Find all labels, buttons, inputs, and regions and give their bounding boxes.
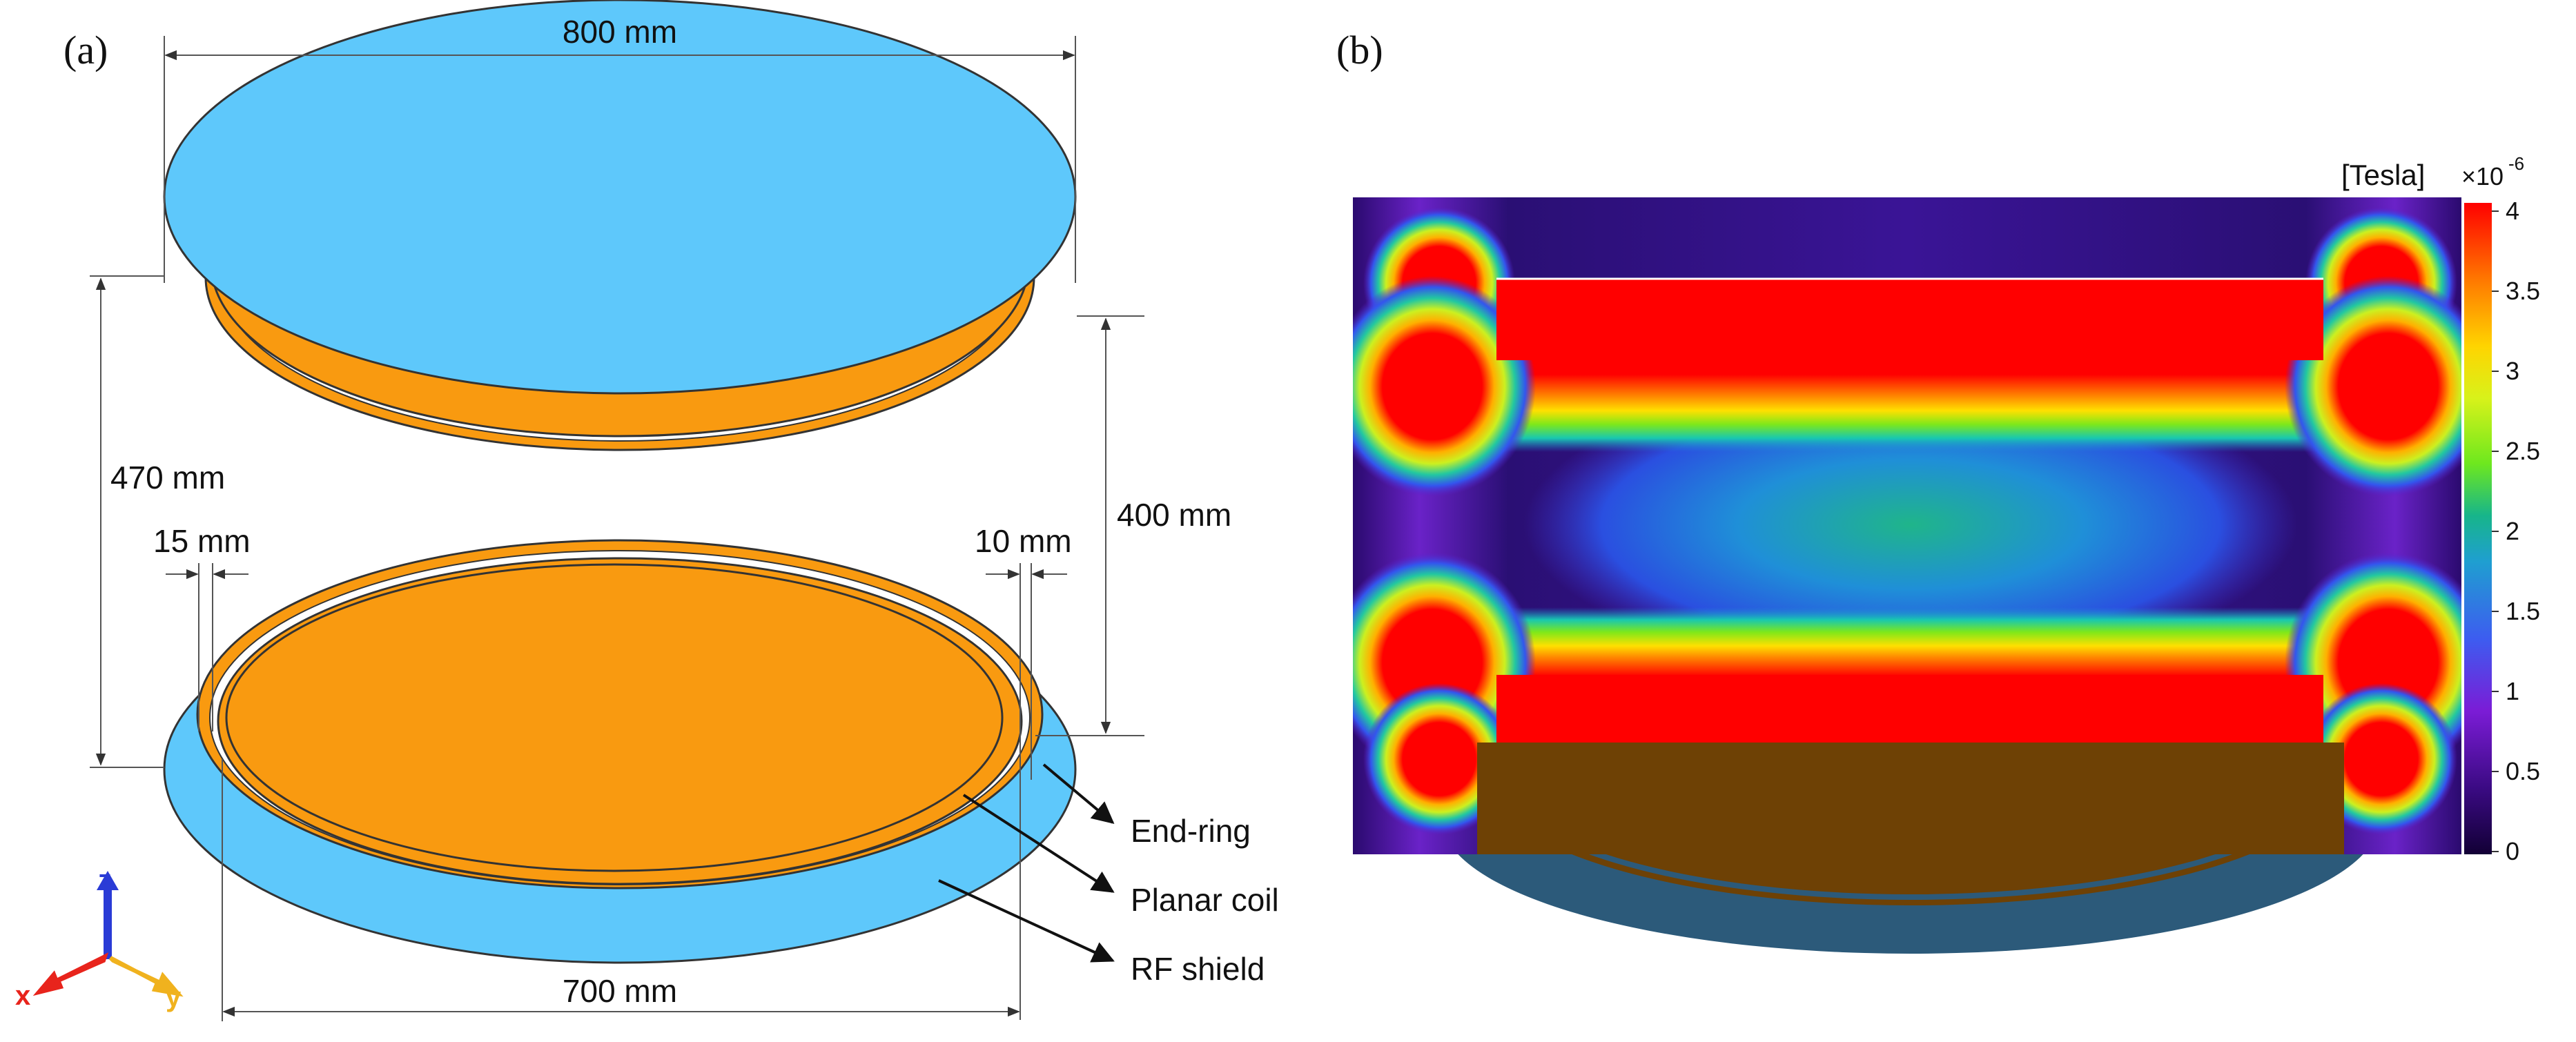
colorbar-tick-label: 3 <box>2506 357 2519 385</box>
height-470-label: 470 mm <box>110 460 225 495</box>
dimension-lines <box>90 36 1144 1021</box>
z-axis-label: z <box>98 865 112 895</box>
diameter-700-label: 700 mm <box>563 973 677 1009</box>
colorbar-tick-label: 2.5 <box>2506 437 2540 465</box>
colorbar-tick-label: 1 <box>2506 677 2519 705</box>
y-axis-label: y <box>166 982 182 1012</box>
end-ring-label: End-ring <box>1131 813 1251 849</box>
planar-coil-label: Planar coil <box>1131 882 1279 918</box>
top-assembly <box>163 0 1077 451</box>
y-axis-arrow <box>108 956 184 997</box>
top-rf-shield <box>163 0 1077 395</box>
height-400-label: 400 mm <box>1117 497 1231 533</box>
colorbar-exponent: -6 <box>2508 153 2524 174</box>
colorbar-multiplier: ×10 <box>2461 162 2504 190</box>
colorbar-ticks: 4 3.5 3 2.5 2 1.5 1 0.5 0 <box>2492 197 2540 865</box>
x-axis-label: x <box>15 981 30 1011</box>
field-map <box>1353 197 2461 854</box>
colorbar: 4 3.5 3 2.5 2 1.5 1 0.5 0 [Tesla] ×10 -6 <box>2341 153 2540 865</box>
colorbar-tick-label: 0.5 <box>2506 757 2540 785</box>
axis-triad: z x y <box>15 865 184 1012</box>
panel-a-label: (a) <box>64 28 108 72</box>
colorbar-unit: [Tesla] <box>2341 159 2425 191</box>
callout-arrows <box>938 763 1115 963</box>
bottom-planar-coil <box>225 563 1004 872</box>
colorbar-gradient <box>2464 203 2492 854</box>
diameter-800-label: 800 mm <box>563 14 677 50</box>
bottom-assembly <box>163 539 1077 964</box>
panel-b: (b) 4 3.5 3 2.5 2 1.5 1 0.5 0 <box>1336 28 2540 954</box>
colorbar-tick-label: 0 <box>2506 837 2519 865</box>
gap-15-label: 15 mm <box>153 523 251 559</box>
colorbar-tick-label: 2 <box>2506 517 2519 545</box>
panel-a: (a) <box>15 0 1279 1021</box>
rf-shield-label: RF shield <box>1131 951 1265 987</box>
colorbar-tick-label: 4 <box>2506 197 2519 225</box>
colorbar-tick-label: 3.5 <box>2506 277 2540 305</box>
colorbar-tick-label: 1.5 <box>2506 597 2540 625</box>
x-axis-arrow <box>32 952 109 996</box>
z-axis-arrow <box>97 871 119 959</box>
gap-10-label: 10 mm <box>975 523 1072 559</box>
panel-b-label: (b) <box>1336 28 1383 72</box>
